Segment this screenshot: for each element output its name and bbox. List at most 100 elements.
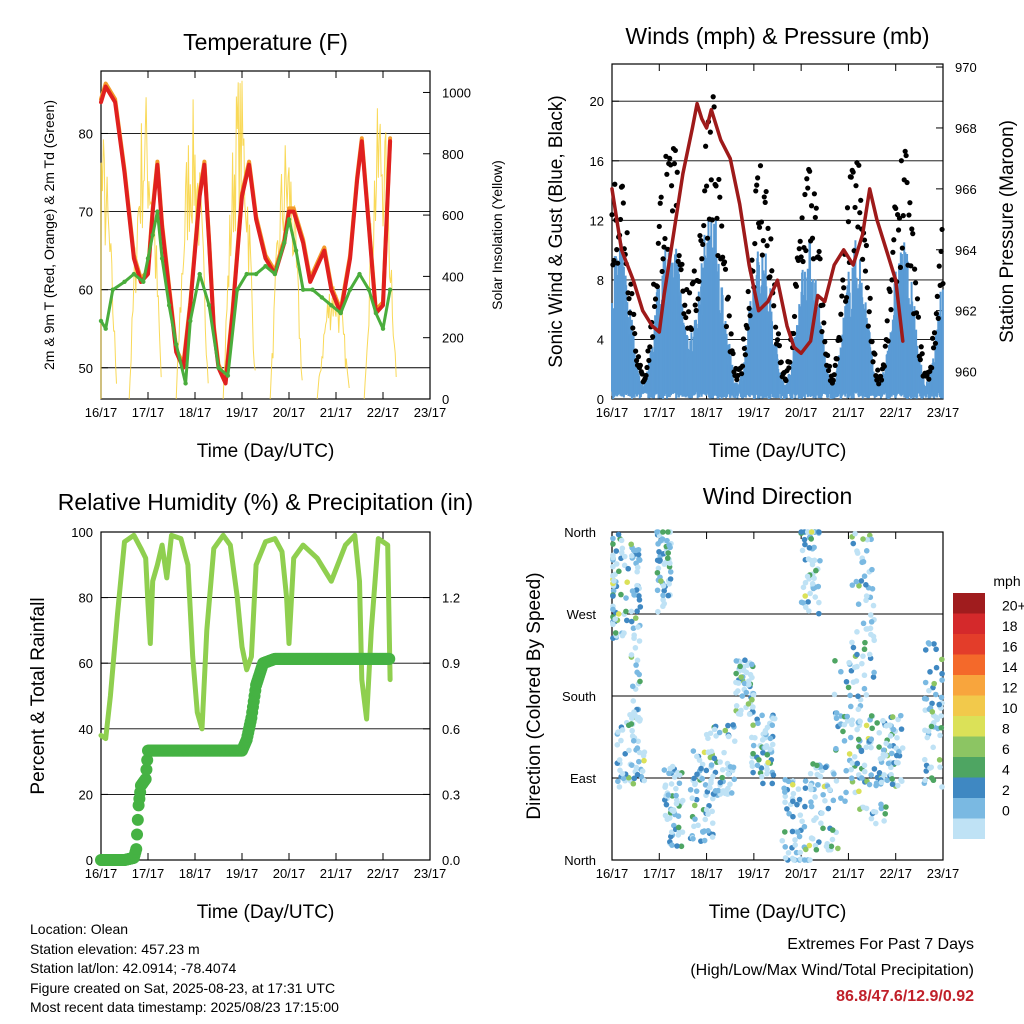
x-tick-label-2: 22/17 [879, 405, 912, 420]
wind-direction-point [635, 551, 642, 558]
wind-direction-point [625, 722, 632, 729]
wind-direction-point [615, 729, 621, 735]
y-axis-label-2: Sonic Wind & Gust (Blue, Black) [546, 95, 567, 367]
wind-gust-point [934, 293, 940, 299]
wind-direction-point [764, 752, 771, 758]
series-2m-dewpoint-point [122, 279, 127, 285]
wind-direction-point [851, 664, 858, 671]
wind-direction-point [636, 593, 642, 599]
series-2m-dewpoint-point [188, 318, 193, 324]
x-tick-label-1: 16/17 [85, 405, 118, 420]
wind-direction-point [750, 750, 756, 757]
wind-direction-point [746, 711, 753, 717]
wind-direction-point [693, 796, 700, 803]
wind-direction-point [868, 744, 874, 751]
wind-direction-point [725, 722, 731, 729]
solar-insolation-line [175, 99, 209, 400]
extremes-title: Extremes For Past 7 Days [787, 936, 974, 953]
wind-direction-point [710, 773, 716, 780]
wind-direction-point [687, 786, 694, 793]
wind-direction-point [927, 765, 933, 771]
wind-direction-point [925, 728, 932, 734]
timestamp-text: Most recent data timestamp: 2025/08/23 1… [30, 999, 339, 1015]
wind-gust-point [632, 330, 638, 337]
wind-direction-point [806, 842, 813, 849]
wind-gust-point [630, 325, 636, 331]
wind-direction-point [813, 567, 819, 574]
wind-direction-point [782, 855, 789, 861]
wind-direction-point [620, 775, 627, 782]
wind-direction-point [758, 773, 765, 780]
wind-gust-point [767, 274, 773, 280]
wind-direction-point [634, 716, 641, 722]
wind-direction-point [846, 659, 852, 666]
wind-direction-point [807, 590, 813, 597]
wind-direction-point [709, 808, 715, 815]
wind-gust-point [890, 249, 896, 255]
wind-direction-point [894, 782, 901, 789]
x-tick-label-3: 17/17 [132, 866, 165, 881]
wind-direction-point [845, 684, 852, 691]
wind-gust-point [660, 256, 666, 262]
wind-direction-point [799, 818, 805, 825]
wind-direction-point [868, 736, 875, 743]
wind-direction-point [667, 569, 674, 575]
wind-gust-point [795, 257, 801, 263]
wind-direction-point [731, 738, 738, 744]
wind-direction-point [610, 606, 616, 613]
wind-gust-point [844, 205, 851, 211]
wind-gust-point [834, 356, 840, 362]
y2-axis-label-2: Station Pressure (Maroon) [997, 120, 1018, 343]
wind-direction-point [661, 587, 667, 594]
wind-direction-point [835, 845, 841, 852]
wind-direction-point [815, 782, 821, 788]
x-tick-label-1: 17/17 [132, 405, 165, 420]
wind-direction-point [858, 748, 865, 755]
wind-gust-point [798, 254, 804, 260]
wind-gust-point [910, 231, 916, 237]
wind-direction-point [637, 678, 643, 685]
wind-direction-point [696, 757, 703, 763]
wind-direction-point [893, 752, 900, 759]
wind-direction-point [853, 578, 860, 585]
wind-direction-point [738, 707, 744, 714]
x-tick-label-1: 20/17 [273, 405, 306, 420]
wind-direction-point [690, 836, 696, 842]
wind-direction-point [883, 804, 889, 810]
wind-gust-point [907, 200, 913, 206]
wind-direction-point [629, 727, 635, 734]
wind-gust-point [809, 235, 816, 241]
wind-direction-point [636, 758, 642, 765]
series-2m-dewpoint-point [300, 287, 306, 292]
wind-direction-point [619, 632, 626, 639]
wind-gust-point [885, 338, 891, 344]
wind-direction-point [636, 671, 642, 678]
wind-direction-point [857, 718, 863, 725]
x-tick-label-1: 18/17 [179, 405, 212, 420]
y-axis-label-3: Percent & Total Rainfall [28, 597, 49, 794]
wind-direction-point [623, 595, 629, 601]
wind-gust-point [908, 263, 914, 269]
wind-direction-point [616, 757, 623, 763]
x-tick-label-4: 16/17 [596, 866, 629, 881]
wind-gust-point [898, 158, 904, 164]
y2-tick-label-1: 200 [442, 331, 464, 346]
y2-tick-label-3: 0.6 [442, 722, 460, 737]
wind-gust-point [931, 330, 938, 336]
wind-direction-point [878, 805, 885, 812]
wind-gust-point [719, 223, 725, 229]
wind-gust-point [704, 235, 711, 241]
x-tick-label-2: 18/17 [690, 405, 723, 420]
wind-direction-point [731, 776, 738, 783]
wind-gust-point [912, 266, 918, 272]
wind-direction-point [939, 784, 945, 790]
series-2m-dewpoint-point [183, 381, 188, 386]
wind-gust-point [615, 260, 621, 266]
latlon-text: Station lat/lon: 42.0914; -78.4074 [30, 960, 237, 976]
wind-direction-point [790, 798, 796, 805]
wind-direction-point [843, 789, 849, 796]
wind-direction-point [838, 795, 844, 801]
legend-swatch [953, 818, 985, 839]
x-axis-label-3: Time (Day/UTC) [197, 902, 335, 923]
wind-direction-point [634, 745, 641, 751]
